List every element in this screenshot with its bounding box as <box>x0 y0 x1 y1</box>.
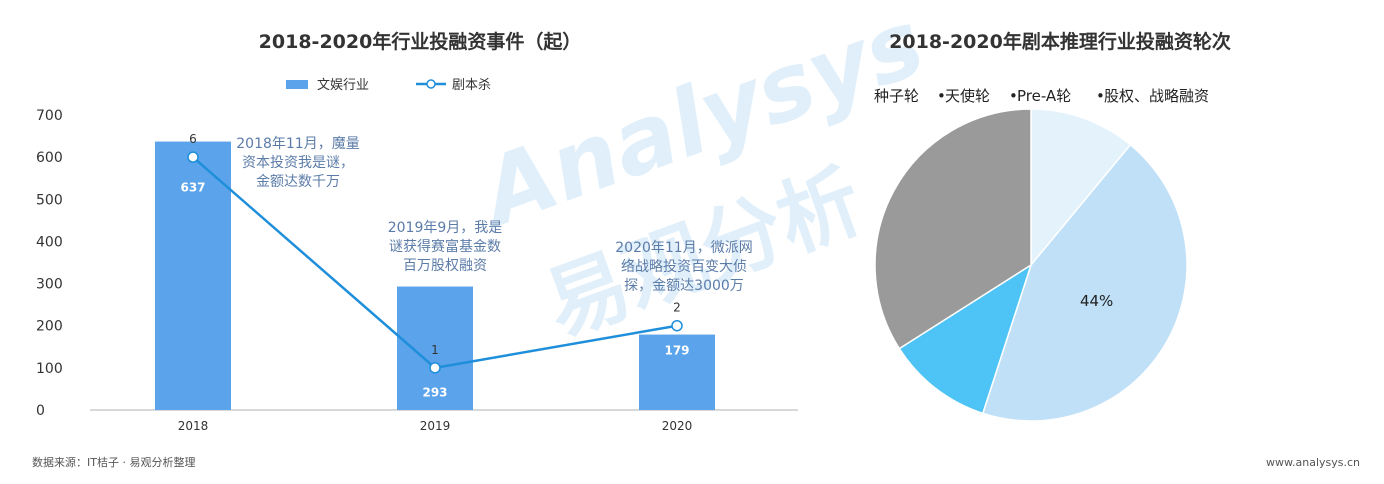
source-note: 数据来源：IT桔子 · 易观分析整理 <box>32 455 195 469</box>
x-tick-label: 2018 <box>178 419 209 433</box>
pie-slice <box>874 108 1032 350</box>
x-tick-label: 2020 <box>662 419 693 433</box>
pie-legend-label: Pre-A轮 <box>1017 87 1071 105</box>
pie-legend-label: 种子轮 <box>874 87 919 105</box>
annotation-line: 络战略投资百变大侦 <box>621 259 747 275</box>
legend-bar-swatch <box>286 80 308 89</box>
bar-value-label: 637 <box>180 181 205 195</box>
legend-bullet: • <box>1096 87 1105 105</box>
pie-chart-title: 2018-2020年剧本推理行业投融资轮次 <box>889 30 1231 53</box>
legend-bullet: • <box>937 87 946 105</box>
bar <box>397 286 473 410</box>
y-tick-label: 200 <box>36 319 63 335</box>
pie-slice <box>1030 108 1132 268</box>
bar-value-label: 179 <box>664 344 689 358</box>
legend-bullet: • <box>1009 87 1018 105</box>
y-tick-label: 100 <box>36 361 63 377</box>
annotation-line: 2018年11月，魔量 <box>236 136 359 152</box>
website-url: www.analysys.cn <box>1266 456 1360 469</box>
annotation-line: 百万股权融资 <box>403 258 487 274</box>
line-value-label: 2 <box>673 301 681 315</box>
line-series: 6 1 2 <box>187 132 683 374</box>
line-point <box>429 362 441 374</box>
x-tick-label: 2019 <box>420 419 451 433</box>
pie-slice <box>981 143 1188 422</box>
y-tick-label: 600 <box>36 150 63 166</box>
annotation-line: 资本投资我是谜， <box>242 155 354 171</box>
annotation-line: 金额达数千万 <box>256 174 340 190</box>
pie-chart: 2018-2020年剧本推理行业投融资轮次 种子轮 • 天使轮 • Pre-A轮 • 股权、… <box>874 30 1231 422</box>
y-tick-label: 700 <box>36 108 63 124</box>
x-axis: 2018 2019 2020 <box>178 419 693 433</box>
pie-slice-label: 44% <box>1080 292 1113 310</box>
bar-chart-legend: 文娱行业 剧本杀 <box>286 78 491 93</box>
legend-line-label: 剧本杀 <box>452 78 491 93</box>
pie-legend-label: 股权、战略融资 <box>1104 87 1209 105</box>
y-tick-label: 500 <box>36 192 63 208</box>
annotation-line: 2020年11月，微派网 <box>615 240 752 256</box>
y-tick-label: 0 <box>36 403 45 419</box>
pie-legend: 种子轮 • 天使轮 • Pre-A轮 • 股权、战略融资 <box>874 87 1209 105</box>
annotation-line: 2019年9月，我是 <box>388 220 503 236</box>
bar-series: 637 293 179 <box>155 141 715 411</box>
line-point <box>187 151 199 163</box>
bar <box>155 141 231 411</box>
pie-slices: 44% <box>874 108 1188 422</box>
pie-slice <box>898 263 1033 415</box>
bar <box>639 334 715 410</box>
line-value-label: 6 <box>189 132 197 146</box>
y-tick-label: 300 <box>36 277 63 293</box>
line-point <box>671 319 683 332</box>
legend-line-marker <box>426 79 436 89</box>
y-tick-label: 400 <box>36 234 63 250</box>
bar-line-chart: 2018-2020年行业投融资事件（起） 文娱行业 剧本杀 0 100 200 300… <box>36 30 798 433</box>
annotation-line: 探，金额达3000万 <box>624 278 744 294</box>
annotation-line: 谜获得赛富基金数 <box>389 238 501 255</box>
pie-legend-label: 天使轮 <box>945 87 990 105</box>
bar-value-label: 293 <box>422 386 447 400</box>
bar-chart-title: 2018-2020年行业投融资事件（起） <box>259 30 582 53</box>
watermark: Analysys 易观分析 <box>463 0 937 355</box>
y-axis: 0 100 200 300 400 500 600 700 <box>36 108 63 419</box>
line-value-label: 1 <box>431 343 439 357</box>
legend-bar-label: 文娱行业 <box>317 78 369 93</box>
